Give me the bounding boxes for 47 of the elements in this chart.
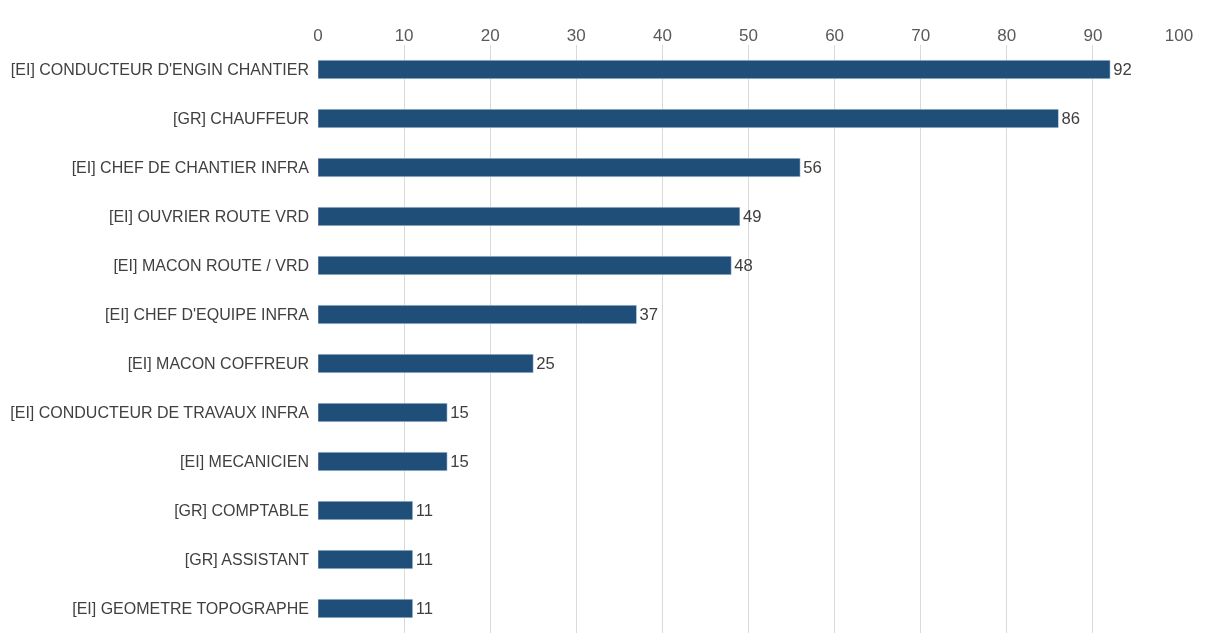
- bar: [318, 206, 741, 227]
- y-tick-label: [EI] CHEF DE CHANTIER INFRA: [71, 159, 310, 177]
- y-tick-label: [GR] COMPTABLE: [174, 502, 309, 520]
- x-tick-label: 80: [997, 25, 1017, 45]
- x-tick-label: 40: [652, 25, 672, 45]
- y-tick-label: [EI] CONDUCTEUR D'ENGIN CHANTIER: [10, 61, 309, 79]
- y-tick-label: [EI] MACON COFFREUR: [127, 355, 309, 373]
- data-label: 15: [450, 402, 469, 422]
- bar: [318, 402, 448, 423]
- x-tick-label: 100: [1164, 25, 1194, 45]
- x-tick-label: 10: [394, 25, 414, 45]
- data-label: 11: [415, 549, 434, 569]
- x-tick-label: 70: [911, 25, 931, 45]
- x-tick-label: 90: [1083, 25, 1103, 45]
- y-tick-label: [GR] ASSISTANT: [184, 551, 310, 569]
- bar: [318, 549, 413, 570]
- y-tick-label: [EI] GEOMETRE TOPOGRAPHE: [72, 600, 309, 618]
- x-tick-label: 30: [566, 25, 586, 45]
- y-tick-label: [EI] CONDUCTEUR DE TRAVAUX INFRA: [10, 404, 310, 422]
- y-tick-label: [EI] MECANICIEN: [180, 453, 309, 471]
- bar: [318, 108, 1059, 129]
- x-tick-label: 20: [480, 25, 500, 45]
- bar: [318, 353, 534, 374]
- bar: [318, 59, 1111, 80]
- data-label: 11: [415, 500, 434, 520]
- data-label: 25: [536, 353, 555, 373]
- data-label: 48: [734, 255, 753, 275]
- bar: [318, 157, 801, 178]
- data-label: 37: [639, 304, 659, 324]
- data-label: 15: [450, 451, 469, 471]
- data-label: 92: [1113, 59, 1132, 79]
- data-label: 11: [415, 598, 434, 618]
- data-label: 56: [803, 157, 822, 177]
- y-tick-label: [EI] OUVRIER ROUTE VRD: [108, 208, 309, 226]
- y-tick-label: [EI] MACON ROUTE / VRD: [113, 257, 309, 275]
- data-label: 86: [1061, 108, 1080, 128]
- bar: [318, 598, 413, 619]
- y-tick-label: [GR] CHAUFFEUR: [173, 110, 309, 128]
- data-label: 49: [742, 206, 762, 226]
- y-tick-label: [EI] CHEF D'EQUIPE INFRA: [105, 306, 310, 324]
- bar: [318, 500, 413, 521]
- bar: [318, 451, 448, 472]
- x-tick-label: 60: [825, 25, 845, 45]
- bar: [318, 304, 637, 325]
- x-tick-label: 50: [739, 25, 758, 45]
- bar: [318, 255, 732, 276]
- x-tick-label: 0: [313, 25, 323, 45]
